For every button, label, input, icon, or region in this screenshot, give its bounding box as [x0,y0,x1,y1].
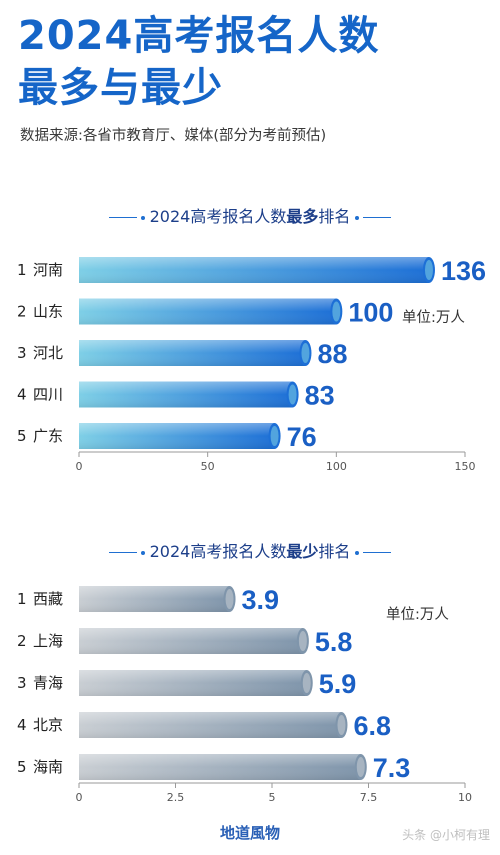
data-source: 数据来源:各省市教育厅、媒体(部分为考前预估) [20,128,327,144]
rank-label: 1 [17,261,27,279]
category-label: 广东 [33,427,63,445]
category-label: 上海 [33,632,63,650]
bar-cap-inner [424,260,433,280]
chart1-title: 2024高考报名人数最多排名 [0,203,500,227]
title-rule-right [363,217,392,218]
page-title-line2: 最多与最少 [18,65,223,111]
x-tick-label: 5 [269,791,276,804]
category-label: 河南 [33,261,63,279]
bar-cap-inner [337,715,346,735]
rank-label: 3 [17,344,27,362]
value-label: 3.9 [242,585,280,615]
category-label: 北京 [33,716,63,734]
x-tick-label: 10 [458,791,472,804]
bar-shine [79,586,230,612]
title-dot-right [355,215,360,220]
rank-label: 4 [17,716,27,734]
chart1-title-prefix: 2024高考报名人数 [149,207,287,226]
rank-label: 4 [17,386,27,404]
bar-shine [79,754,361,780]
bar-cap-inner [298,631,307,651]
watermark: 头条 @小柯有理 [402,828,490,842]
rank-label: 5 [17,758,27,776]
x-tick-label: 150 [455,460,476,473]
bar-shine [79,257,429,283]
chart1-most: 1 河南 136 2 山东 100 3 河北 88 4 四川 83 5 广东 76 0 50 100 150 [17,256,486,473]
x-tick-label: 0 [76,460,83,473]
x-tick-label: 7.5 [360,791,378,804]
title-rule-right [363,552,392,553]
bar-shine [79,298,337,325]
x-tick-label: 100 [326,460,347,473]
chart2-title-prefix: 2024高考报名人数 [149,542,287,561]
chart1-unit: 单位:万人 [402,310,465,326]
value-label: 88 [317,339,347,369]
chart2-unit: 单位:万人 [386,607,449,623]
chart1-title-suffix: 排名 [318,207,351,226]
bar-cap-inner [288,384,297,405]
rank-label: 1 [17,590,27,608]
bar-cap-inner [270,426,279,446]
bar-shine [79,381,293,408]
title-dot-left [140,215,145,220]
footer-brand: 地道風物 [219,824,280,842]
x-tick-label: 2.5 [167,791,185,804]
title-rule-left [108,552,137,553]
value-label: 83 [305,381,335,411]
x-tick-label: 50 [201,460,215,473]
category-label: 河北 [33,344,63,362]
bar-shine [79,423,275,449]
chart2-least: 1 西藏 3.9 2 上海 5.8 3 青海 5.9 4 北京 6.8 5 海南 7.3 0 2.5 5 7.5 10 [17,585,472,804]
rank-label: 5 [17,427,27,445]
chart1-title-emphasis: 最多 [286,207,319,226]
title-dot-left [140,550,145,555]
bar-cap-inner [332,301,341,322]
chart2-title-emphasis: 最少 [286,542,319,561]
category-label: 四川 [33,386,63,404]
value-label: 5.8 [315,627,353,657]
rank-label: 3 [17,674,27,692]
chart2-title: 2024高考报名人数最少排名 [0,538,500,562]
category-label: 青海 [33,674,63,692]
value-label: 136 [441,256,486,286]
bar-cap-inner [225,589,234,609]
category-label: 山东 [33,303,63,321]
page-title-line1: 2024高考报名人数 [18,13,380,59]
rank-label: 2 [17,632,27,650]
title-dot-right [355,550,360,555]
bar-shine [79,340,306,366]
title-rule-left [108,217,137,218]
rank-label: 2 [17,303,27,321]
value-label: 7.3 [373,753,411,783]
x-tick-label: 0 [76,791,83,804]
bar-cap-inner [301,343,310,363]
category-label: 海南 [33,758,63,776]
bar-cap-inner [356,757,365,777]
value-label: 76 [287,422,317,452]
value-label: 5.9 [319,669,357,699]
category-label: 西藏 [33,590,63,608]
chart2-title-suffix: 排名 [318,542,351,561]
bar-shine [79,712,342,738]
value-label: 100 [348,298,393,328]
bar-shine [79,628,303,654]
bar-cap-inner [302,673,311,693]
bar-shine [79,670,307,696]
value-label: 6.8 [353,711,391,741]
